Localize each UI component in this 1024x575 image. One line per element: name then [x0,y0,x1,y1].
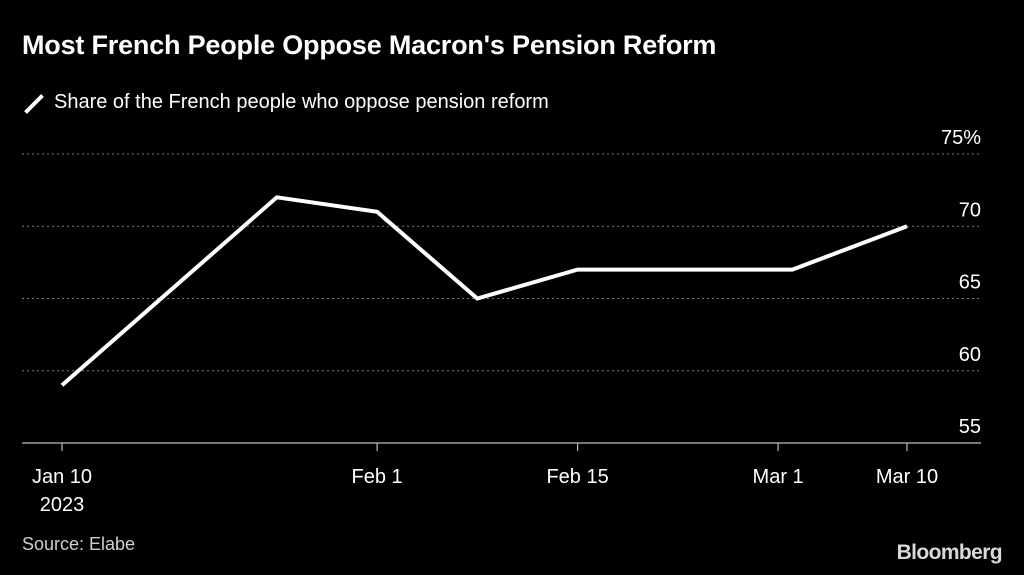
y-tick-label: 75% [941,127,981,149]
x-tick-label: Feb 15 [546,466,608,488]
legend: Share of the French people who oppose pe… [24,91,549,114]
y-tick-label: 65 [959,272,981,294]
source-note: Source: Elabe [22,534,136,554]
x-tick-label: Mar 10 [876,466,938,488]
x-tick-label: Feb 1 [352,466,403,488]
grid-lines [22,153,981,372]
legend-label: Share of the French people who oppose pe… [54,91,549,113]
x-tick-label: Jan 10 [32,466,92,488]
x-tick-label: Mar 1 [753,466,804,488]
bloomberg-logo: Bloomberg [896,541,1003,564]
y-tick-label: 55 [959,416,981,438]
y-axis-labels: 55 60 65 70 75% [941,127,981,438]
x-tick-sublabel: 2023 [40,494,85,516]
series [60,195,908,387]
x-axis [22,442,981,451]
y-tick-label: 70 [959,199,981,221]
chart-title: Most French People Oppose Macron's Pensi… [22,30,717,60]
x-axis-labels: Jan 10 2023 Feb 1 Feb 15 Mar 1 Mar 10 [32,466,938,516]
y-tick-label: 60 [959,344,981,366]
series-line [60,195,908,387]
